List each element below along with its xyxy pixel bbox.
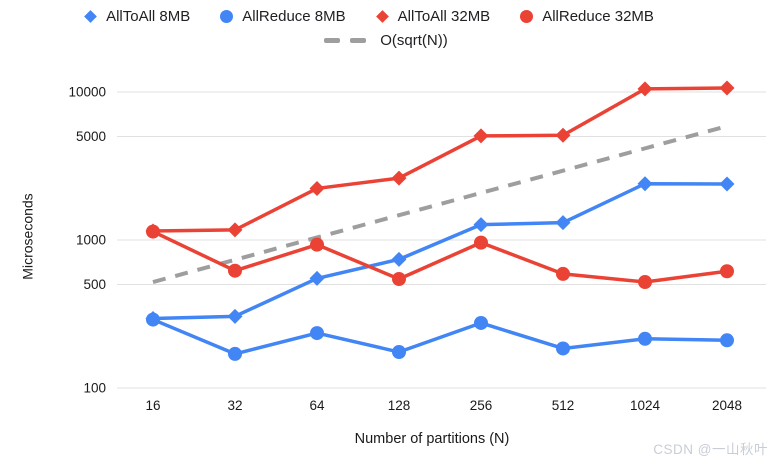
legend-item-osqrtn[interactable]: O(sqrt(N)) xyxy=(324,32,448,49)
legend-label: O(sqrt(N)) xyxy=(380,32,448,49)
point-allreduce-8mb-n2048[interactable] xyxy=(720,333,734,348)
legend-label: AllToAll 32MB xyxy=(397,8,491,25)
point-alltoall-32mb-n32[interactable] xyxy=(227,222,243,238)
point-allreduce-8mb-n32[interactable] xyxy=(228,346,242,361)
series-line-alltoall-8mb xyxy=(152,181,728,321)
legend-row-1: AllToAll 8MB AllReduce 8MB AllToAll 32MB… xyxy=(84,8,654,25)
legend-item-allreduce-8mb[interactable]: AllReduce 8MB xyxy=(220,8,346,25)
y-axis-title: Microseconds xyxy=(19,193,36,280)
trendline-o-sqrt-n- xyxy=(152,124,728,284)
point-allreduce-32mb-n512[interactable] xyxy=(556,266,570,281)
gray-dash-icon xyxy=(324,38,367,43)
red-diamond-icon xyxy=(375,10,389,23)
y-tick-label-1000: 1000 xyxy=(76,233,106,248)
legend-label: AllReduce 32MB xyxy=(542,8,654,25)
point-alltoall-32mb-n1024[interactable] xyxy=(637,81,653,97)
series-line-allreduce-8mb xyxy=(152,317,728,356)
point-allreduce-32mb-n128[interactable] xyxy=(392,272,406,287)
point-alltoall-8mb-n64[interactable] xyxy=(309,270,325,286)
x-tick-label-256: 256 xyxy=(470,398,493,413)
x-tick-label-128: 128 xyxy=(388,398,411,413)
y-tick-label-500: 500 xyxy=(83,277,106,292)
blue-diamond-icon xyxy=(84,10,97,23)
point-allreduce-32mb-n64[interactable] xyxy=(310,237,324,252)
point-alltoall-8mb-n128[interactable] xyxy=(391,251,407,267)
series-line-alltoall-32mb xyxy=(152,86,728,233)
watermark: CSDN @一山秋叶 xyxy=(653,442,768,457)
y-tick-label-10000: 10000 xyxy=(68,85,106,100)
x-tick-label-2048: 2048 xyxy=(712,398,742,413)
point-alltoall-32mb-n256[interactable] xyxy=(473,128,489,144)
point-alltoall-8mb-n32[interactable] xyxy=(227,308,243,324)
point-alltoall-8mb-n2048[interactable] xyxy=(719,176,735,192)
point-allreduce-8mb-n1024[interactable] xyxy=(638,331,652,346)
y-tick-label-5000: 5000 xyxy=(76,129,106,144)
point-allreduce-32mb-n16[interactable] xyxy=(146,224,160,239)
x-tick-label-16: 16 xyxy=(145,398,160,413)
legend-row-2: O(sqrt(N)) xyxy=(324,32,448,49)
x-tick-label-64: 64 xyxy=(309,398,325,413)
red-circle-icon xyxy=(520,10,534,23)
point-allreduce-8mb-n512[interactable] xyxy=(556,341,570,356)
point-allreduce-8mb-n128[interactable] xyxy=(392,345,406,360)
blue-circle-icon xyxy=(220,10,234,23)
point-alltoall-32mb-n512[interactable] xyxy=(555,127,571,143)
point-allreduce-8mb-n256[interactable] xyxy=(474,315,488,330)
point-allreduce-32mb-n32[interactable] xyxy=(228,263,242,278)
legend-label: AllToAll 8MB xyxy=(106,8,191,25)
point-alltoall-32mb-n64[interactable] xyxy=(309,180,325,196)
legend-item-allreduce-32mb[interactable]: AllReduce 32MB xyxy=(520,8,654,25)
y-tick-label-100: 100 xyxy=(83,381,106,396)
point-alltoall-8mb-n1024[interactable] xyxy=(637,176,653,192)
point-alltoall-8mb-n256[interactable] xyxy=(473,217,489,233)
point-alltoall-32mb-n128[interactable] xyxy=(391,170,407,186)
x-tick-label-512: 512 xyxy=(552,398,575,413)
x-tick-label-32: 32 xyxy=(227,398,242,413)
point-allreduce-8mb-n16[interactable] xyxy=(146,312,160,327)
point-allreduce-8mb-n64[interactable] xyxy=(310,326,324,341)
x-tick-label-1024: 1024 xyxy=(630,398,661,413)
chart-legend: AllToAll 8MB AllReduce 8MB AllToAll 32MB… xyxy=(0,8,772,49)
legend-item-alltoall-8mb[interactable]: AllToAll 8MB xyxy=(84,8,190,25)
point-alltoall-32mb-n2048[interactable] xyxy=(719,80,735,96)
legend-item-alltoall-32mb[interactable]: AllToAll 32MB xyxy=(375,8,491,25)
legend-label: AllReduce 8MB xyxy=(242,8,346,25)
point-allreduce-32mb-n1024[interactable] xyxy=(638,275,652,290)
point-allreduce-32mb-n256[interactable] xyxy=(474,235,488,250)
x-axis-title: Number of partitions (N) xyxy=(354,431,510,447)
series-line-allreduce-32mb xyxy=(152,229,728,284)
point-allreduce-32mb-n2048[interactable] xyxy=(720,264,734,279)
point-alltoall-8mb-n512[interactable] xyxy=(555,215,571,231)
